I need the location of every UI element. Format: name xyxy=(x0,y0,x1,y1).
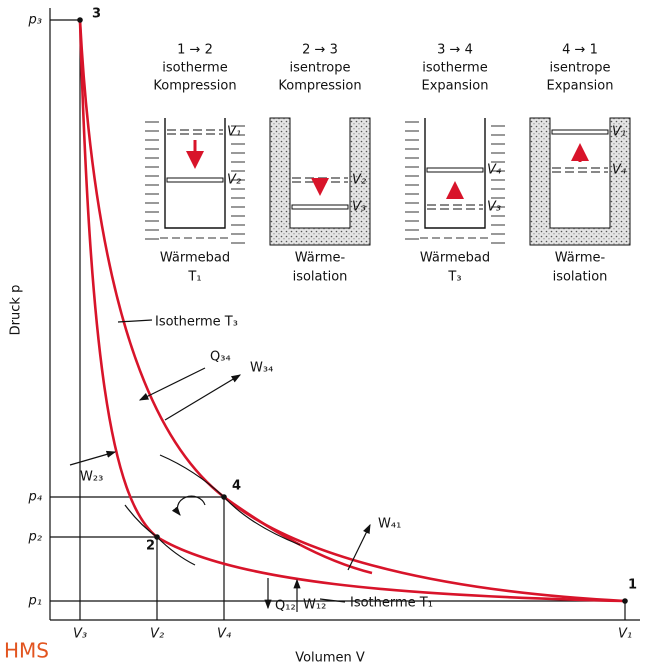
axes xyxy=(49,8,640,621)
panel-action: Kompression xyxy=(153,79,236,94)
panel-process: isentrope xyxy=(550,61,611,76)
annotation: Q₁₂ xyxy=(275,599,296,614)
bath-label: Wärme- xyxy=(295,251,346,266)
volume-label: V₂ xyxy=(227,173,241,188)
volume-label: V₂ xyxy=(352,173,366,188)
state-point xyxy=(622,598,628,604)
state-point xyxy=(77,17,83,23)
panel-step: 2 → 3 xyxy=(302,43,338,58)
bath-label: Wärmebad xyxy=(420,251,490,266)
bath-label: isolation xyxy=(293,270,348,285)
insulation xyxy=(529,117,631,246)
point-label: 2 xyxy=(146,539,155,554)
volume-label: V₄ xyxy=(612,163,627,178)
point-label: 4 xyxy=(232,479,241,494)
piston xyxy=(551,129,609,135)
annotation: Isotherme T₃ xyxy=(155,315,238,330)
process-panels: 1 → 2 isotherme Kompression V₁ V₂ Wärmebad T₁ 2… xyxy=(145,43,631,285)
x-axis-label: Volumen V xyxy=(295,651,365,666)
container xyxy=(424,118,486,229)
state-point xyxy=(221,494,227,500)
piston xyxy=(166,177,224,183)
point-label: 3 xyxy=(92,7,101,22)
piston xyxy=(426,167,484,173)
annotation: Q₃₄ xyxy=(210,350,231,365)
y-tick-label: p₃ xyxy=(28,13,42,28)
volume-label: V₃ xyxy=(352,200,366,215)
x-tick-label: V₂ xyxy=(150,627,164,642)
y-axis-label: Druck p xyxy=(9,285,24,336)
annotation: W₄₁ xyxy=(378,517,401,532)
container xyxy=(164,118,226,229)
annotation: W₃₄ xyxy=(250,361,273,376)
x-tick-label: V₄ xyxy=(217,627,232,642)
bath-label: Wärme- xyxy=(555,251,606,266)
volume-label: V₁ xyxy=(612,125,626,140)
annotations: Isotherme T₃ Q₃₄ W₃₄ W₂₃ W₄₁ Q₁₂ W₁₂ Isotherme … xyxy=(69,315,433,614)
footer: HMS xyxy=(4,639,49,663)
volume-label: V₁ xyxy=(227,125,241,140)
y-tick-label: p₄ xyxy=(28,490,43,505)
bath-label: isolation xyxy=(553,270,608,285)
panel-action: Expansion xyxy=(547,79,614,94)
panel-step: 3 → 4 xyxy=(437,43,473,58)
panel-process: isotherme xyxy=(422,61,487,76)
piston xyxy=(291,204,349,210)
x-tick-label: V₁ xyxy=(618,627,632,642)
point-label: 1 xyxy=(628,578,637,593)
panel-process: isotherme xyxy=(162,61,227,76)
curves xyxy=(78,19,626,603)
points: 1 2 3 4 xyxy=(77,7,637,604)
panel-step: 1 → 2 xyxy=(177,43,213,58)
y-tick-label: p₁ xyxy=(28,594,42,609)
panel-step: 4 → 1 xyxy=(562,43,598,58)
panel-action: Expansion xyxy=(422,79,489,94)
insulation xyxy=(269,117,371,246)
annotation: W₁₂ xyxy=(303,598,326,613)
panel-action: Kompression xyxy=(278,79,361,94)
bath-label: Wärmebad xyxy=(160,251,230,266)
panel-process: isentrope xyxy=(290,61,351,76)
annotation: W₂₃ xyxy=(80,470,103,485)
bath-label: T₁ xyxy=(187,270,201,285)
annotation: Isotherme T₁ xyxy=(350,596,433,611)
x-tick-label: V₃ xyxy=(73,627,87,642)
y-tick-label: p₂ xyxy=(28,530,42,545)
bath-label: T₃ xyxy=(447,270,461,285)
volume-label: V₄ xyxy=(487,163,502,178)
volume-label: V₃ xyxy=(487,200,501,215)
state-point xyxy=(154,534,160,540)
